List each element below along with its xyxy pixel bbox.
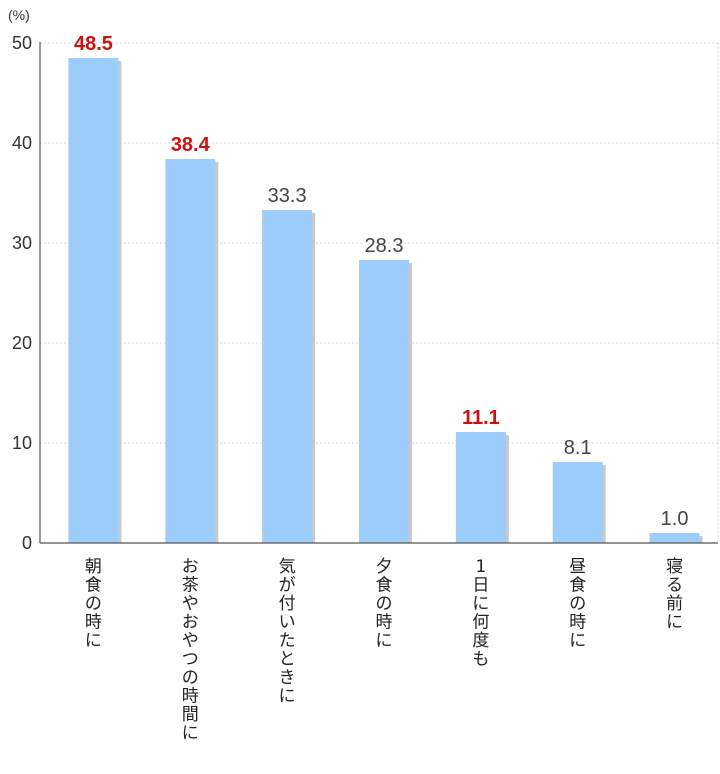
bars: [68, 58, 703, 543]
category-label: 1 日に何度も: [472, 557, 489, 670]
category-label: 昼食の時に: [569, 557, 586, 651]
category-label: 寝る前に: [666, 556, 683, 633]
y-axis-unit-label: (%): [8, 7, 30, 23]
y-tick-label: 10: [12, 433, 32, 453]
category-label: 夕食の時に: [376, 557, 393, 651]
y-tick-label: 20: [12, 333, 32, 353]
value-label: 8.1: [564, 437, 592, 459]
value-label: 38.4: [171, 134, 211, 156]
category-labels: 朝食の時に お茶やおやつの時間に 気が付いたときに 夕食の時に 1 日に何度も 昼食の時に 寝…: [85, 556, 683, 744]
value-label: 48.5: [74, 33, 113, 55]
category-label: お茶やおやつの時間に: [182, 557, 199, 744]
category-label: 朝食の時に: [85, 557, 102, 651]
category-label: 気が付いたときに: [279, 557, 296, 707]
value-labels: 48.5 38.4 33.3 28.3 11.1 8.1 1.0: [74, 33, 689, 530]
value-label: 1.0: [661, 508, 689, 530]
bar: [649, 533, 700, 543]
axes: [39, 42, 718, 544]
value-label: 28.3: [365, 235, 404, 257]
y-tick-labels: 0 10 20 30 40 50: [12, 33, 32, 553]
value-label: 11.1: [462, 407, 500, 429]
bar: [552, 462, 603, 543]
value-label: 33.3: [268, 185, 307, 207]
bar: [262, 210, 313, 543]
bar: [68, 58, 119, 543]
y-tick-label: 50: [12, 33, 32, 53]
y-tick-label: 40: [12, 133, 32, 153]
bar: [455, 432, 506, 543]
bar: [165, 159, 216, 543]
y-tick-label: 0: [22, 533, 32, 553]
grid-lines: [40, 42, 719, 543]
bar: [359, 260, 409, 543]
y-tick-label: 30: [12, 233, 32, 253]
